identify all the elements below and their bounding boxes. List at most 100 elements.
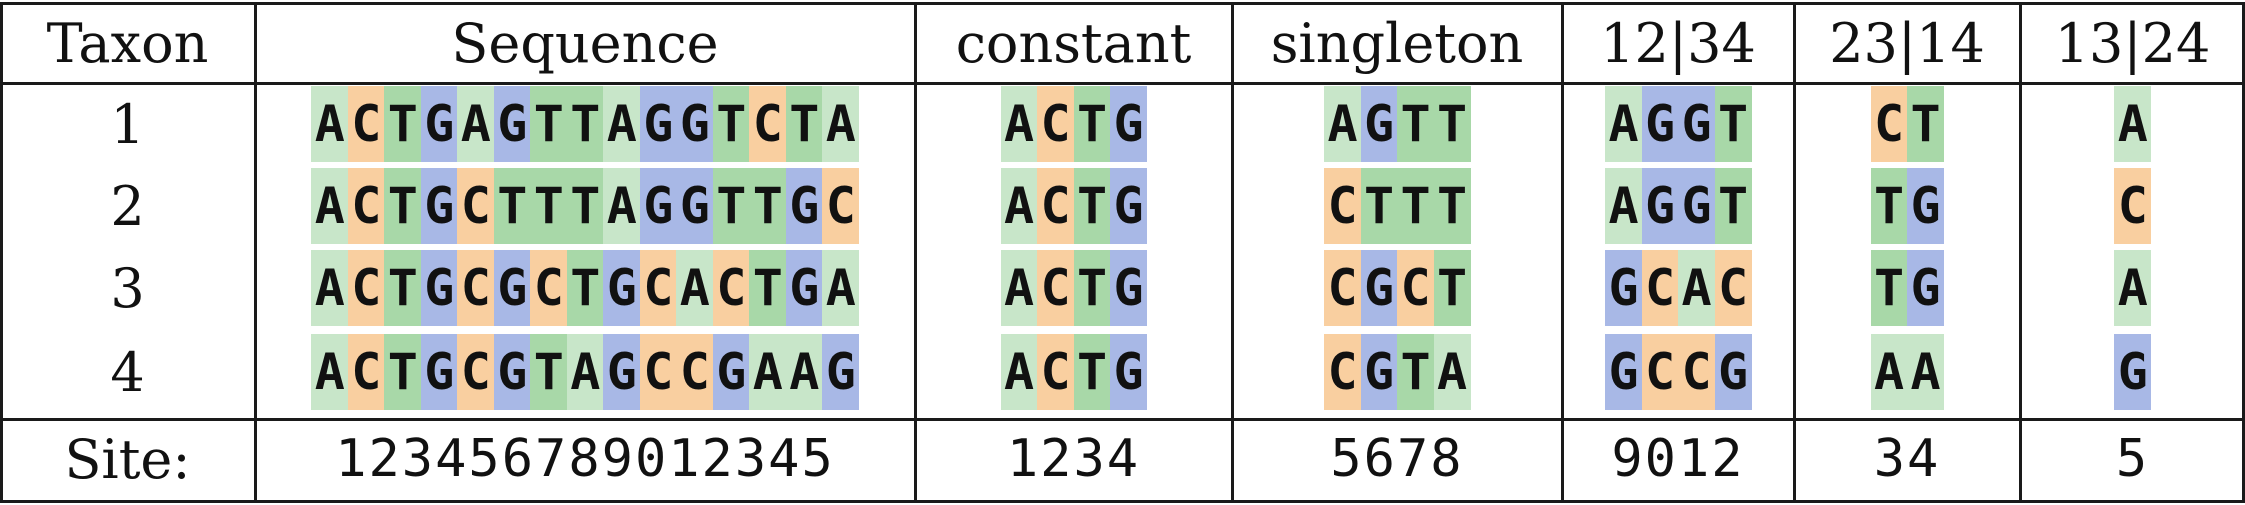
nucleotide-cell: T <box>1397 86 1434 162</box>
column-header: 13|24 <box>2054 11 2211 75</box>
nucleotide-cell: C <box>1037 86 1074 162</box>
nucleotide-cell: C <box>1397 250 1434 326</box>
nucleotide-cell: C <box>1714 250 1752 326</box>
nucleotide-cell: A <box>2114 250 2152 326</box>
nucleotide-cell: G <box>1110 168 1147 244</box>
nucleotide-cell: T <box>1870 250 1908 326</box>
nucleotide-cell: T <box>1397 168 1434 244</box>
nucleotide-cell: T <box>530 168 568 244</box>
nucleotide-cell: A <box>311 334 349 410</box>
column-header: 12|34 <box>1600 11 1756 75</box>
nucleotide-cell: T <box>1073 250 1111 326</box>
nucleotide-cell: G <box>639 86 677 162</box>
nucleotide-cell: T <box>493 168 531 244</box>
nucleotide-cell: G <box>493 250 531 326</box>
nucleotide-cell: T <box>1433 168 1471 244</box>
nucleotide-cell: G <box>493 86 531 162</box>
table-rule <box>0 418 2245 421</box>
nucleotide-cell: A <box>822 250 860 326</box>
nucleotide-cell: T <box>566 168 604 244</box>
nucleotide-cell: C <box>822 168 860 244</box>
nucleotide-cell: A <box>1433 334 1471 410</box>
nucleotide-cell: C <box>1678 334 1715 410</box>
nucleotide-cell: G <box>1641 86 1679 162</box>
nucleotide-cell: G <box>420 250 458 326</box>
nucleotide-cell: A <box>1907 334 1944 410</box>
site-numbers: 9012 <box>1611 429 1745 489</box>
nucleotide-cell: T <box>1870 168 1908 244</box>
nucleotide-cell: C <box>712 250 750 326</box>
nucleotide-cell: T <box>1433 250 1471 326</box>
nucleotide-cell: A <box>603 168 641 244</box>
taxon-label: 1 <box>110 92 145 156</box>
column-divider <box>2019 2 2022 503</box>
nucleotide-cell: A <box>1000 250 1038 326</box>
nucleotide-cell: C <box>347 250 385 326</box>
column-divider <box>1793 2 1796 503</box>
nucleotide-cell: A <box>2114 86 2152 162</box>
taxon-label: 4 <box>110 340 145 404</box>
nucleotide-cell: G <box>1360 86 1398 162</box>
nucleotide-cell: C <box>347 334 385 410</box>
nucleotide-cell: C <box>676 334 714 410</box>
nucleotide-cell: G <box>1641 168 1679 244</box>
nucleotide-cell: T <box>566 86 604 162</box>
site-numbers: 123456789012345 <box>335 429 835 489</box>
nucleotide-cell: T <box>384 86 422 162</box>
nucleotide-cell: G <box>1714 334 1752 410</box>
nucleotide-cell: T <box>1433 86 1471 162</box>
nucleotide-cell: G <box>785 250 823 326</box>
nucleotide-cell: A <box>1000 86 1038 162</box>
nucleotide-cell: T <box>749 250 787 326</box>
nucleotide-cell: G <box>676 168 714 244</box>
nucleotide-cell: A <box>1870 334 1908 410</box>
column-divider <box>1561 2 1564 503</box>
nucleotide-cell: C <box>1641 250 1679 326</box>
nucleotide-cell: C <box>639 334 677 410</box>
nucleotide-cell: A <box>311 168 349 244</box>
nucleotide-cell: A <box>1000 334 1038 410</box>
nucleotide-cell: A <box>1605 86 1642 162</box>
nucleotide-cell: T <box>712 168 750 244</box>
column-divider <box>1231 2 1234 503</box>
nucleotide-cell: A <box>1000 168 1038 244</box>
nucleotide-cell: C <box>749 86 787 162</box>
nucleotide-cell: G <box>420 86 458 162</box>
nucleotide-cell: A <box>1605 168 1642 244</box>
nucleotide-cell: G <box>639 168 677 244</box>
nucleotide-cell: T <box>384 250 422 326</box>
nucleotide-cell: C <box>639 250 677 326</box>
nucleotide-cell: C <box>457 168 495 244</box>
nucleotide-cell: G <box>676 86 714 162</box>
nucleotide-cell: G <box>1110 334 1147 410</box>
nucleotide-cell: A <box>311 86 349 162</box>
nucleotide-cell: A <box>822 86 860 162</box>
column-header: 23|14 <box>1829 11 1985 75</box>
nucleotide-cell: G <box>1605 334 1642 410</box>
nucleotide-cell: T <box>1360 168 1398 244</box>
nucleotide-cell: T <box>530 86 568 162</box>
table-rule <box>0 2 2245 5</box>
nucleotide-cell: T <box>566 250 604 326</box>
nucleotide-cell: C <box>1324 334 1361 410</box>
nucleotide-cell: T <box>749 168 787 244</box>
nucleotide-cell: G <box>2114 334 2152 410</box>
nucleotide-cell: C <box>457 334 495 410</box>
nucleotide-cell: T <box>712 86 750 162</box>
nucleotide-cell: G <box>785 168 823 244</box>
nucleotide-cell: C <box>1037 334 1074 410</box>
nucleotide-cell: C <box>1037 250 1074 326</box>
nucleotide-cell: G <box>420 168 458 244</box>
nucleotide-cell: T <box>1907 86 1944 162</box>
column-header: Sequence <box>451 11 719 75</box>
nucleotide-cell: G <box>603 334 641 410</box>
nucleotide-cell: A <box>603 86 641 162</box>
nucleotide-cell: C <box>347 168 385 244</box>
nucleotide-cell: G <box>420 334 458 410</box>
nucleotide-cell: C <box>347 86 385 162</box>
nucleotide-cell: G <box>1110 250 1147 326</box>
nucleotide-cell: A <box>1324 86 1361 162</box>
nucleotide-cell: C <box>1324 250 1361 326</box>
table-rule <box>0 500 2245 503</box>
nucleotide-cell: T <box>1073 334 1111 410</box>
